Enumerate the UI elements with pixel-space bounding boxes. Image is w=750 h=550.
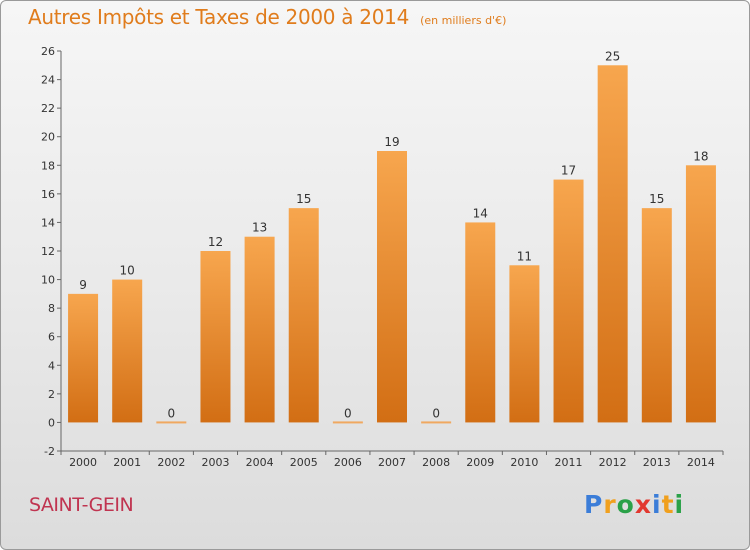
bar [421,421,452,424]
x-tick-label: 2014 [687,456,715,469]
logo-letter: x [634,490,652,519]
x-tick-label: 2004 [246,456,274,469]
x-tick-label: 2010 [510,456,538,469]
logo-letter: t [661,490,675,519]
y-tick-label: 16 [41,188,55,201]
logo-letter: r [603,490,617,519]
x-tick-label: 2012 [599,456,627,469]
logo-letter: i [652,490,662,519]
chart-title: Autres Impôts et Taxes de 2000 à 2014 (e… [28,5,506,29]
y-tick-label: 8 [48,302,55,315]
bar-value-label: 10 [120,264,135,278]
y-tick-label: 0 [48,416,55,429]
x-tick-label: 2011 [555,456,583,469]
x-tick-label: 2000 [69,456,97,469]
bar-value-label: 15 [649,192,664,206]
bar-value-label: 18 [693,149,708,163]
logo-letter: o [616,490,635,519]
x-tick-label: 2005 [290,456,318,469]
bar [597,65,628,423]
bar-value-label: 25 [605,49,620,63]
logo-letter: P [584,490,604,519]
x-tick-label: 2008 [422,456,450,469]
y-tick-label: 2 [48,388,55,401]
bar [553,179,584,423]
x-tick-label: 2003 [201,456,229,469]
y-tick-label: 4 [48,359,55,372]
bar-value-label: 0 [344,406,352,420]
y-tick-label: 6 [48,331,55,344]
bar-value-label: 0 [432,406,440,420]
x-tick-label: 2013 [643,456,671,469]
x-tick-label: 2009 [466,456,494,469]
chart-bars [68,65,716,424]
chart-title-text: Autres Impôts et Taxes de 2000 à 2014 [28,5,409,29]
x-tick-label: 2006 [334,456,362,469]
bar-value-label: 12 [208,235,223,249]
y-tick-label: 14 [41,216,55,229]
chart-unit-text: (en milliers d'€) [420,14,507,27]
bar [288,208,319,423]
chart-value-labels: 9 10 0 12 13 15 0 19 0 14 11 17 25 15 18 [79,49,708,420]
bar-value-label: 15 [296,192,311,206]
bar [68,293,99,423]
bar-value-label: 9 [79,278,87,292]
y-tick-label: 24 [41,74,55,87]
bar-value-label: 0 [168,406,176,420]
bar-value-label: 14 [473,206,488,220]
y-tick-label: 12 [41,245,55,258]
y-tick-label: 10 [41,274,55,287]
bar-value-label: 19 [384,135,399,149]
y-tick-label: 20 [41,131,55,144]
y-tick-label: 26 [41,45,55,58]
bar [465,222,496,423]
y-tick-label: 22 [41,102,55,115]
commune-name: SAINT-GEIN [29,494,134,516]
bar [509,265,540,423]
bar [244,236,275,423]
bar [156,421,187,424]
bar-value-label: 13 [252,221,267,235]
bar [377,151,407,423]
x-tick-label: 2001 [113,456,141,469]
bar [641,208,672,423]
bar-value-label: 17 [561,164,576,178]
x-tick-label: 2002 [157,456,185,469]
bar [112,279,143,423]
bar [332,421,363,424]
x-tick-label: 2007 [378,456,406,469]
bar-value-label: 11 [517,249,532,263]
proxiti-logo: Proxiti [584,490,684,519]
y-tick-label: -2 [44,445,55,458]
bar [200,251,231,423]
y-tick-label: 18 [41,159,55,172]
bar [685,165,716,423]
logo-letter: i [674,490,685,519]
